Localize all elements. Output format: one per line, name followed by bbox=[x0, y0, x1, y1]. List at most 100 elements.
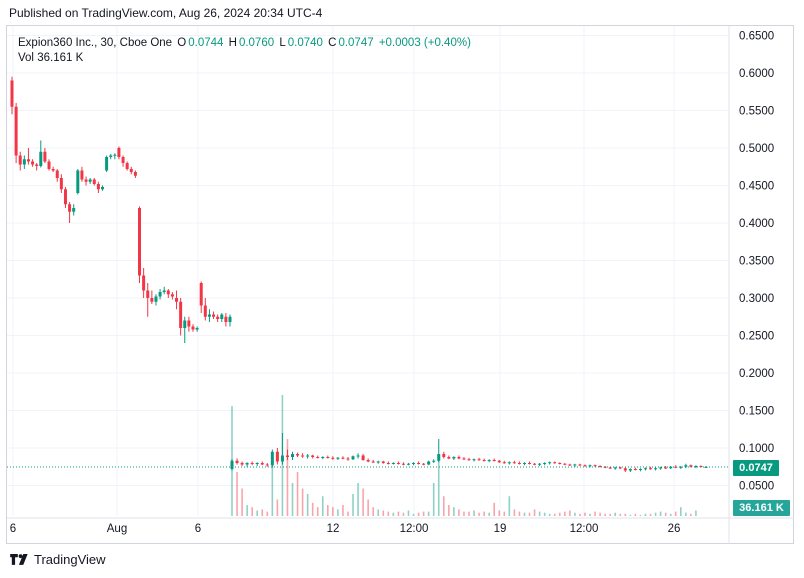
candle-body bbox=[341, 457, 345, 459]
candle-body bbox=[121, 157, 125, 163]
x-tick-label: Aug bbox=[107, 523, 127, 535]
candle-body bbox=[260, 463, 264, 465]
volume-value: 36.161 K bbox=[37, 52, 84, 64]
volume-bar bbox=[296, 472, 299, 516]
candle-body bbox=[142, 275, 146, 291]
volume-bar bbox=[654, 512, 657, 516]
volume-bar bbox=[483, 511, 485, 516]
candle-body bbox=[412, 463, 416, 464]
candle-body bbox=[207, 314, 211, 317]
ohlc-legend: Expion360 Inc., 30, Cboe One O 0.0744 H 0.… bbox=[18, 36, 473, 51]
candle-body bbox=[462, 458, 466, 460]
candle-body bbox=[146, 290, 150, 298]
x-tick-label: 12:00 bbox=[570, 523, 599, 535]
volume-bar bbox=[685, 512, 687, 516]
candle-body bbox=[331, 457, 335, 459]
volume-bar bbox=[639, 514, 642, 516]
volume-bar bbox=[609, 513, 611, 516]
volume-bar bbox=[508, 496, 511, 516]
chart-frame bbox=[6, 25, 794, 544]
candle-body bbox=[548, 462, 552, 464]
volume-bar bbox=[594, 511, 596, 516]
candle-body bbox=[216, 316, 220, 319]
symbol-label: Expion360 Inc., 30, Cboe One bbox=[18, 37, 173, 49]
volume-label: Vol bbox=[18, 52, 34, 64]
candle-body bbox=[583, 465, 587, 467]
volume-bar bbox=[664, 512, 667, 516]
volume-bar bbox=[321, 496, 324, 516]
candle-body bbox=[326, 457, 330, 458]
volume-bar bbox=[392, 512, 395, 516]
candle-body bbox=[187, 320, 191, 327]
open-value: 0.0744 bbox=[188, 37, 224, 49]
candle-body bbox=[679, 466, 683, 468]
candle-body bbox=[150, 298, 154, 302]
candle-body bbox=[371, 461, 375, 463]
volume-bar bbox=[558, 512, 561, 516]
candle-body bbox=[427, 461, 431, 465]
candle-body bbox=[240, 463, 244, 465]
candle-body bbox=[563, 463, 567, 465]
last-price-tag: 0.0747 bbox=[733, 460, 779, 476]
candle-body bbox=[117, 148, 121, 157]
candle-body bbox=[598, 466, 602, 467]
footer-brand[interactable]: TradingView bbox=[10, 552, 106, 567]
volume-bar bbox=[604, 513, 606, 516]
candle-body bbox=[129, 169, 133, 172]
candle-body bbox=[175, 298, 179, 302]
volume-bar bbox=[589, 513, 591, 516]
volume-bar bbox=[614, 512, 617, 516]
candle-body bbox=[381, 461, 385, 463]
volume-bar bbox=[377, 509, 380, 516]
candle-body bbox=[228, 316, 232, 322]
volume-bar bbox=[367, 499, 369, 516]
volume-bar bbox=[463, 511, 465, 516]
candle-body bbox=[386, 463, 390, 464]
candle-body bbox=[296, 454, 300, 456]
candle-body bbox=[689, 465, 693, 467]
candle-body bbox=[356, 455, 360, 457]
candle-body bbox=[422, 463, 426, 465]
candle-body bbox=[43, 151, 47, 162]
candle-body bbox=[376, 461, 380, 463]
y-tick-label: 0.2000 bbox=[739, 368, 774, 380]
x-tick-label: 6 bbox=[195, 523, 201, 535]
candle-body bbox=[195, 328, 199, 330]
candle-body bbox=[39, 151, 43, 166]
candle-body bbox=[10, 80, 14, 107]
candle-body bbox=[664, 467, 668, 469]
volume-bar bbox=[412, 513, 415, 516]
volume-bar bbox=[624, 513, 627, 516]
candle-body bbox=[346, 458, 350, 460]
candle-body bbox=[684, 465, 688, 467]
volume-bar bbox=[619, 513, 622, 516]
candle-body bbox=[191, 326, 195, 330]
volume-bar bbox=[695, 510, 697, 516]
volume-bar bbox=[332, 507, 334, 516]
candle-body bbox=[669, 466, 673, 469]
candle-body bbox=[316, 457, 320, 458]
candle-body bbox=[351, 456, 355, 460]
volume-bar bbox=[427, 511, 430, 516]
candle-body bbox=[482, 460, 486, 461]
candle-body bbox=[162, 290, 166, 292]
candle-body bbox=[618, 467, 622, 469]
y-tick-label: 0.1000 bbox=[739, 443, 774, 455]
candle-body bbox=[528, 463, 532, 464]
candle-body bbox=[31, 161, 35, 165]
candle-body bbox=[321, 457, 325, 458]
volume-bar bbox=[352, 494, 354, 516]
candle-body bbox=[22, 159, 26, 165]
candle-body bbox=[47, 161, 51, 169]
volume-bar bbox=[468, 511, 470, 516]
volume-bar bbox=[442, 496, 445, 516]
volume-bar bbox=[574, 512, 576, 516]
close-label: C bbox=[328, 37, 337, 49]
volume-bar bbox=[382, 510, 385, 516]
volume-bar bbox=[337, 509, 339, 516]
volume-bar bbox=[261, 509, 264, 516]
volume-bar bbox=[291, 483, 294, 516]
x-tick-label: 12 bbox=[327, 523, 340, 535]
volume-bar bbox=[533, 509, 536, 516]
